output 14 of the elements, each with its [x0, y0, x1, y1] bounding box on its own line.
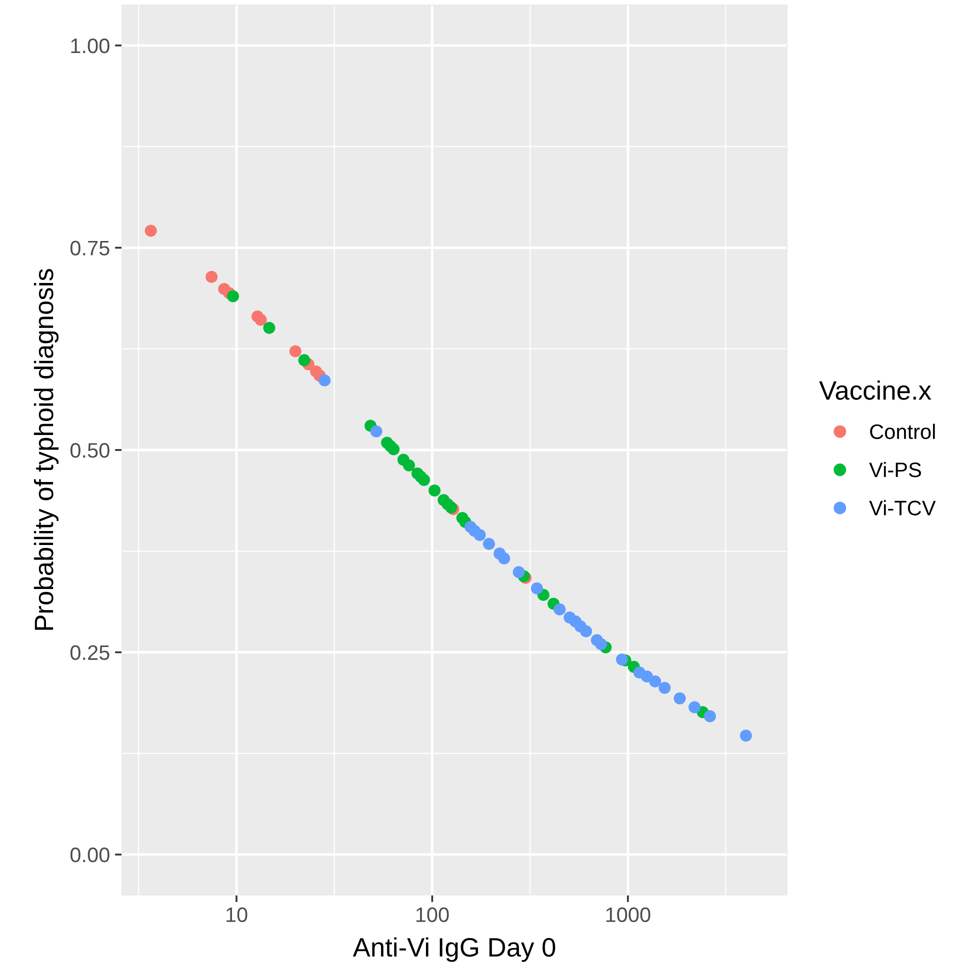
y-tick-label: 0.50	[70, 443, 110, 458]
y-tick-label: 0.25	[70, 645, 110, 660]
x-tick-label: 100	[416, 907, 449, 922]
legend-label: Control	[870, 424, 935, 440]
y-tick-label: 1.00	[71, 38, 110, 54]
x-tick-label: 1000	[606, 907, 650, 922]
y-tick-label: 0.75	[70, 240, 110, 256]
legend-label: Vi-PS	[869, 462, 921, 478]
x-tick-label: 10	[226, 907, 248, 922]
legend-title: Vaccine.x	[819, 380, 932, 400]
legend-label: Vi-TCV	[869, 500, 936, 516]
y-axis-title: Probability of typhoid diagnosis	[34, 269, 59, 630]
y-tick-label: 0.00	[70, 848, 110, 862]
x-axis-title: Anti-Vi IgG Day 0	[352, 937, 556, 962]
